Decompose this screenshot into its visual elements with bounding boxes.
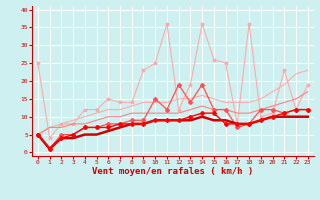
X-axis label: Vent moyen/en rafales ( km/h ): Vent moyen/en rafales ( km/h ) bbox=[92, 167, 253, 176]
